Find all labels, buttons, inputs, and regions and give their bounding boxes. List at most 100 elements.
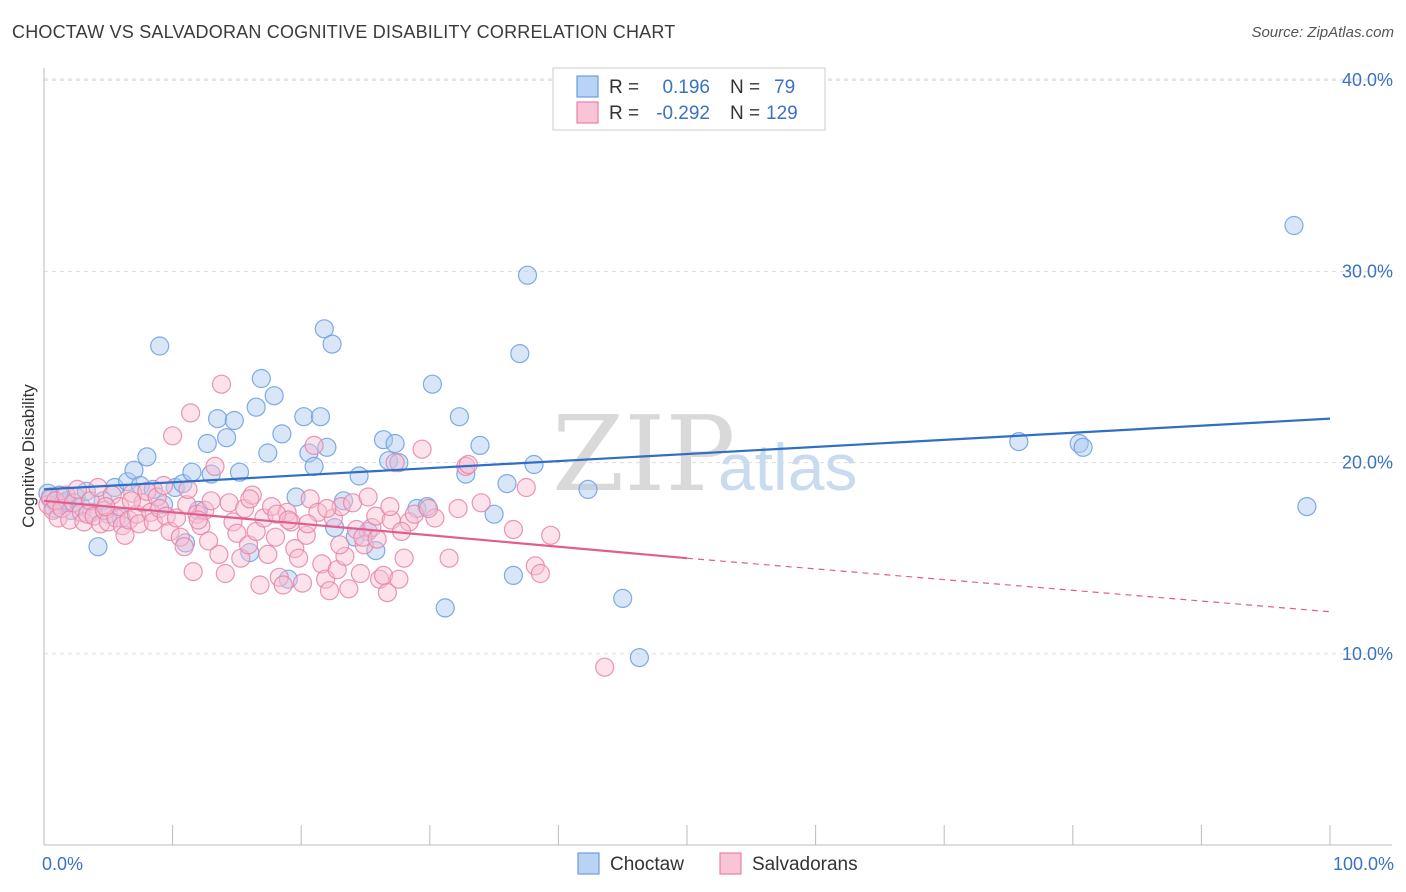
salvadoran-point-114 <box>121 491 141 511</box>
salvadoran-point-37 <box>163 426 183 446</box>
salvadoran-point-115 <box>178 479 198 499</box>
salvadoran-point-125 <box>380 497 400 517</box>
choctaw-point-43 <box>294 407 314 427</box>
choctaw-point-20 <box>137 447 157 467</box>
chart-source: Source: ZipAtlas.com <box>1251 24 1394 41</box>
choctaw-trend-line <box>43 417 1331 491</box>
series-legend: Choctaw Salvadorans <box>577 852 858 875</box>
bottom-legend-swatch-choctaw <box>577 852 600 875</box>
salvadoran-point-102 <box>439 548 459 568</box>
salvadoran-point-27 <box>129 514 149 534</box>
legend-n-value-1: 79 <box>774 77 795 98</box>
choctaw-point-70 <box>510 344 530 364</box>
salvadoran-point-87 <box>350 563 370 584</box>
salvadoran-point-67 <box>273 575 293 595</box>
legend-r-label-1: R = <box>609 77 639 98</box>
choctaw-point-78 <box>1073 437 1093 457</box>
choctaw-point-32 <box>217 428 237 448</box>
salvadoran-point-33 <box>150 498 170 519</box>
salvadoran-point-94 <box>377 582 397 603</box>
choctaw-point-17 <box>117 472 138 492</box>
choctaw-point-53 <box>349 466 369 486</box>
choctaw-point-49 <box>322 334 342 354</box>
salvadoran-point-75 <box>304 435 324 455</box>
salvadoran-point-117 <box>240 489 260 509</box>
salvadoran-point-79 <box>319 581 340 601</box>
salvadoran-point-4 <box>48 508 68 528</box>
salvadoran-point-108 <box>516 477 536 498</box>
choctaw-point-68 <box>497 474 517 494</box>
salvadoran-point-63 <box>258 544 278 565</box>
watermark-atlas-text: atlas <box>718 430 857 504</box>
legend-r-label-2: R = <box>609 103 639 124</box>
choctaw-point-73 <box>578 479 598 499</box>
salvadoran-point-61 <box>250 575 270 595</box>
bottom-legend-label-salvadorans: Salvadorans <box>752 854 858 875</box>
salvadoran-point-128 <box>418 498 439 519</box>
choctaw-point-42 <box>286 487 306 507</box>
y-tick-label-1: 20.0% <box>1342 453 1393 473</box>
choctaw-point-56 <box>373 430 394 450</box>
chart-title: CHOCTAW VS SALVADORAN COGNITIVE DISABILI… <box>12 22 676 42</box>
salvadoran-point-127 <box>404 504 424 524</box>
stats-legend: R = 0.196 N = 79 R = -0.292 N = 129 <box>552 67 826 131</box>
trend-lines <box>43 417 1331 613</box>
salvadoran-point-97 <box>389 569 409 589</box>
y-axis-label: Cognitive Disability <box>19 384 38 528</box>
salvadoran-point-84 <box>339 579 359 599</box>
choctaw-point-22 <box>150 336 170 356</box>
watermark-zip-text: ZIP <box>552 393 735 515</box>
salvadoran-point-124 <box>367 529 387 549</box>
salvadoran-point-111 <box>541 525 561 545</box>
choctaw-point-27 <box>182 462 202 482</box>
x-tick-label-1: 100.0% <box>1333 854 1394 874</box>
salvadoran-point-39 <box>170 527 190 547</box>
salvadoran-point-91 <box>366 506 386 526</box>
choctaw-point-40 <box>272 424 292 444</box>
choctaw-point-37 <box>251 368 271 389</box>
salvadoran-point-98 <box>394 548 414 568</box>
salvadoran-point-119 <box>278 510 298 530</box>
choctaw-point-38 <box>258 443 278 463</box>
grid-lines <box>44 78 1395 655</box>
salvadoran-point-72 <box>292 573 313 593</box>
y-tick-label-0: 10.0% <box>1342 644 1393 664</box>
choctaw-point-64 <box>449 407 469 427</box>
salvadoran-point-70 <box>285 538 305 559</box>
salvadoran-point-55 <box>227 523 247 543</box>
choctaw-point-39 <box>264 386 284 406</box>
choctaw-point-79 <box>1284 215 1304 236</box>
axes: 10.0% 20.0% 30.0% 40.0% 0.0% 100.0% <box>42 68 1394 874</box>
salvadoran-point-107 <box>503 519 524 540</box>
salvadoran-trend-line <box>43 499 688 560</box>
choctaw-point-75 <box>629 647 650 668</box>
salvadoran-point-118 <box>267 504 287 524</box>
salvadoran-point-48 <box>201 491 221 511</box>
choctaw-point-72 <box>524 454 544 475</box>
bottom-legend-swatch-salvadorans <box>719 852 742 875</box>
salvadoran-point-9 <box>67 479 88 499</box>
salvadoran-point-43 <box>183 561 203 582</box>
choctaw-point-66 <box>470 435 490 455</box>
choctaw-point-62 <box>422 374 442 394</box>
legend-n-value-2: 129 <box>766 103 798 124</box>
x-tick-label-0: 0.0% <box>42 854 83 874</box>
choctaw-point-63 <box>435 598 455 618</box>
salvadoran-point-40 <box>174 537 194 557</box>
choctaw-point-36 <box>246 397 266 417</box>
choctaw-point-80 <box>1297 497 1317 517</box>
legend-n-label-1: N = <box>730 77 760 98</box>
salvadoran-point-49 <box>205 456 225 476</box>
salvadoran-point-51 <box>211 374 232 394</box>
choctaw-point-74 <box>613 588 633 609</box>
choctaw-point-34 <box>229 462 250 482</box>
legend-n-label-2: N = <box>730 103 760 124</box>
salvadoran-point-122 <box>330 535 350 555</box>
choctaw-point-46 <box>310 407 331 427</box>
salvadoran-point-23 <box>115 525 135 545</box>
salvadoran-point-47 <box>199 531 219 551</box>
salvadoran-point-121 <box>317 498 337 519</box>
choctaw-point-58 <box>385 433 405 454</box>
salvadoran-point-6 <box>56 485 76 505</box>
